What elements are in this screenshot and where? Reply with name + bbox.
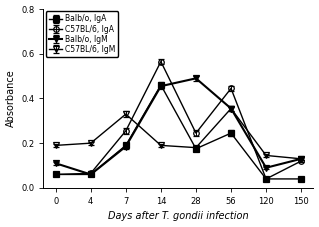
Y-axis label: Absorbance: Absorbance [5, 70, 16, 127]
X-axis label: Days after T. gondii infection: Days after T. gondii infection [108, 211, 249, 222]
Legend: Balb/o, IgA, C57BL/6, IgA, Balb/o, IgM, C57BL/6, IgM: Balb/o, IgA, C57BL/6, IgA, Balb/o, IgM, … [46, 11, 118, 57]
